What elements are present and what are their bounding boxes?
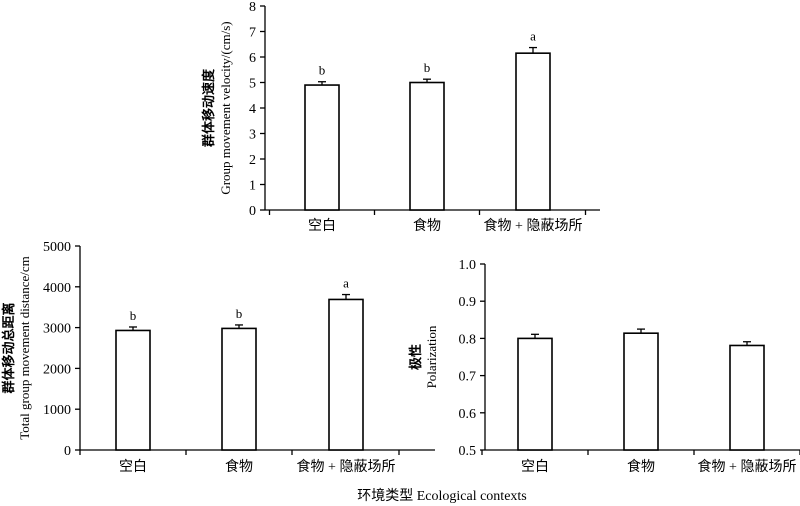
y-tick-label: 0.5: [459, 444, 477, 459]
category-label: 食物: [413, 217, 441, 234]
y-tick-label: 0.7: [459, 370, 477, 385]
y-tick-label: 8: [249, 0, 256, 15]
significance-letter: b: [424, 60, 431, 75]
category-label: 食物 + 隐蔽场所: [297, 458, 396, 475]
polarization-chart: 0.5 0.6 0.7 0.8 0.9 1.0 空白 食物 食物 + 隐蔽场所 极性 Polariz…: [408, 258, 800, 475]
category-label: 食物 + 隐蔽场所: [484, 217, 583, 234]
y-axis-label-cn: 群体移动速度: [201, 68, 216, 147]
y-tick-label: 0.9: [459, 295, 477, 310]
significance-letter: b: [130, 308, 137, 323]
shared-x-axis-label: 环境类型 Ecological contexts: [357, 488, 527, 504]
bar: [328, 298, 364, 451]
y-tick-label: 7: [249, 26, 256, 41]
y-axis-label-en: Group movement velocity/(cm/s): [218, 21, 233, 194]
velocity-chart: 0 1 2 3 4 5 6 7 8 b 空白 b 食物 a 食物 + 隐蔽场所 群体移动速度 Group mov…: [201, 0, 600, 234]
y-axis-label-cn: 群体移动总距离: [1, 302, 16, 393]
y-tick-label: 5000: [43, 240, 71, 255]
y-tick-label: 4: [249, 102, 256, 117]
bar: [304, 84, 340, 211]
bar: [115, 329, 151, 451]
category-label: 食物 + 隐蔽场所: [698, 458, 797, 475]
y-tick-label: 2000: [43, 362, 71, 377]
bar: [623, 332, 659, 451]
bar: [729, 344, 765, 451]
category-label: 空白: [308, 218, 336, 234]
bar: [515, 52, 551, 211]
y-tick-label: 3: [249, 128, 256, 143]
y-tick-label: 1: [249, 179, 256, 194]
bar: [221, 327, 257, 451]
category-label: 空白: [521, 459, 549, 475]
y-tick-label: 6: [249, 51, 256, 66]
y-tick-label: 4000: [43, 281, 71, 296]
y-tick-label: 0.8: [459, 332, 477, 347]
y-tick-label: 1.0: [459, 258, 477, 273]
category-label: 食物: [627, 458, 655, 475]
category-label: 空白: [119, 459, 147, 475]
y-tick-label: 0.6: [459, 407, 477, 422]
bar: [517, 337, 553, 451]
significance-letter: b: [319, 63, 326, 78]
y-tick-label: 1000: [43, 403, 71, 418]
y-axis-label-en: Total group movement distance/cm: [17, 256, 32, 440]
y-axis-label-en: Polarization: [424, 325, 439, 388]
y-tick-label: 3000: [43, 322, 71, 337]
category-label: 食物: [225, 458, 253, 475]
distance-chart: 0 1000 2000 3000 4000 5000 b 空白 b 食物 a 食物 + 隐蔽场所 群体移…: [1, 240, 435, 475]
significance-letter: b: [236, 306, 243, 321]
y-tick-label: 0: [64, 444, 71, 459]
significance-letter: a: [530, 29, 536, 44]
bar: [409, 81, 445, 211]
y-tick-label: 5: [249, 77, 256, 92]
y-tick-label: 2: [249, 153, 256, 168]
y-tick-label: 0: [249, 204, 256, 219]
significance-letter: a: [343, 276, 349, 291]
y-axis-label-cn: 极性: [408, 344, 423, 370]
